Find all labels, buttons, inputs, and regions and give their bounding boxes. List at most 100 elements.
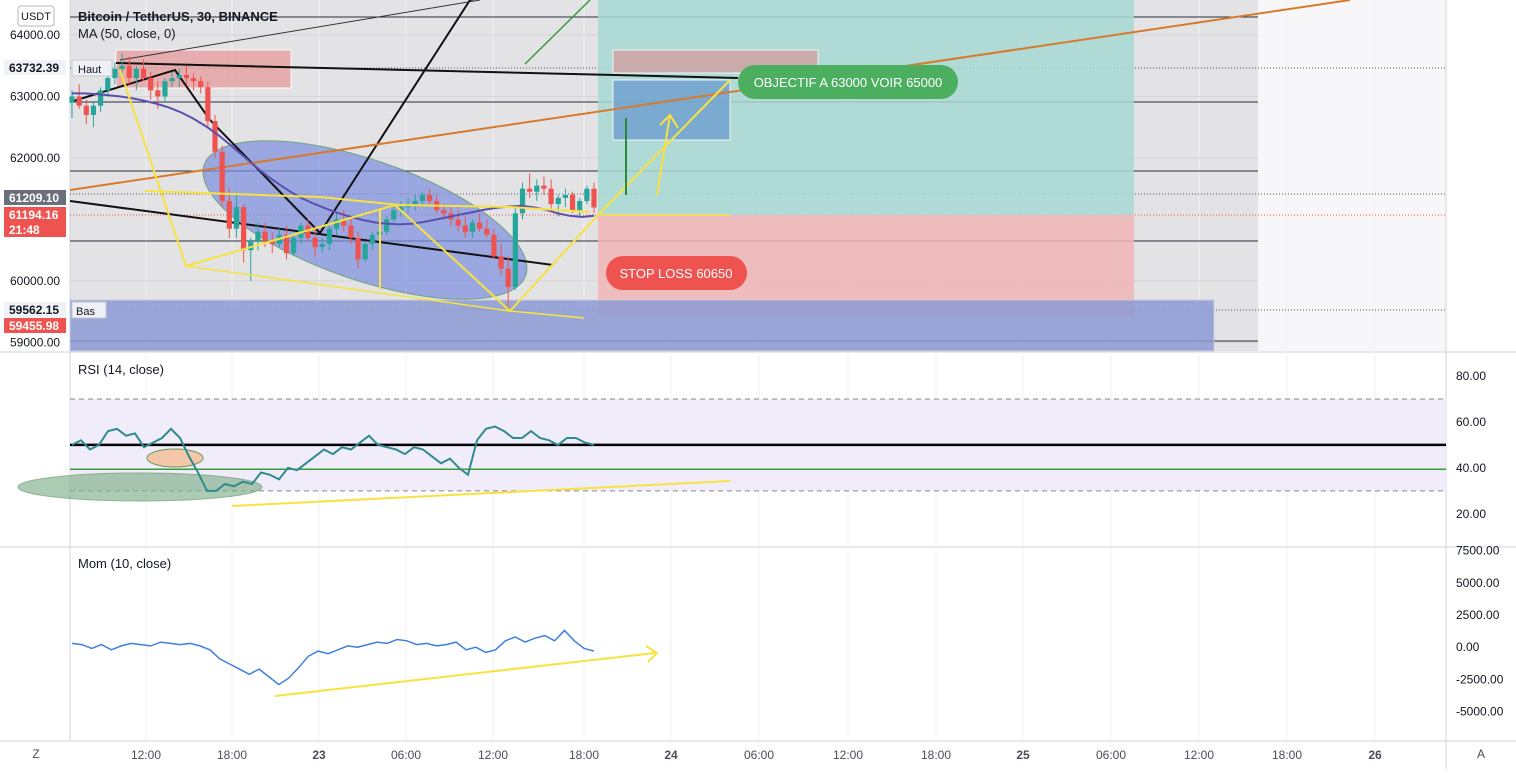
candle-body	[205, 87, 211, 122]
candle-body	[169, 78, 175, 82]
rsi-tick-label: 20.00	[1456, 507, 1486, 521]
candle-body	[312, 237, 318, 248]
target-callout-text: OBJECTIF A 63000 VOIR 65000	[754, 75, 943, 90]
candle-body	[534, 185, 540, 192]
candle-body	[469, 222, 476, 232]
time-tick-label: 24	[664, 748, 678, 762]
auto-scale-text: A	[1477, 747, 1485, 761]
green-line	[524, 0, 591, 65]
candle-body	[162, 81, 168, 97]
candle-body	[262, 231, 268, 241]
time-tick-label: 06:00	[391, 748, 421, 762]
candle-body	[412, 201, 418, 205]
candle-body	[269, 240, 275, 245]
candle-body	[226, 201, 232, 229]
candle-body	[484, 228, 490, 235]
stop-callout-text: STOP LOSS 60650	[620, 266, 733, 281]
low-price-badge: 59562.15	[4, 302, 66, 317]
rsi-legend: RSI (14, close)	[78, 362, 164, 377]
candle-body	[305, 225, 311, 238]
candle-body	[498, 256, 504, 269]
time-tick-label: 06:00	[744, 748, 774, 762]
mom-legend: Mom (10, close)	[78, 556, 171, 571]
rsi-tick-label: 40.00	[1456, 461, 1486, 475]
zoom-button-text: Z	[32, 747, 39, 761]
candle-body	[155, 90, 161, 97]
candle-body	[584, 188, 590, 202]
candle-body	[348, 225, 354, 238]
candle-body	[233, 207, 240, 229]
candle-body	[69, 96, 75, 103]
low2-price-badge-text: 59455.98	[9, 319, 59, 333]
currency-badge[interactable]: USDT	[17, 5, 55, 27]
low-price-badge-text: 59562.15	[9, 303, 59, 317]
candle-body	[190, 78, 197, 82]
candle-body	[241, 207, 247, 251]
high-label-text: Haut	[78, 64, 101, 76]
candle-body	[76, 96, 82, 106]
time-tick-label: 23	[312, 748, 326, 762]
countdown-badge-text: 21:48	[9, 223, 40, 237]
time-tick-label: 26	[1368, 748, 1382, 762]
time-tick-label: 06:00	[1096, 748, 1126, 762]
zoom-button-bg	[27, 745, 45, 763]
mom-trendline	[274, 652, 656, 697]
price-tick-label: 64000.00	[10, 28, 60, 42]
yellow-arrow-shaft	[656, 114, 671, 196]
high-price-badge-bg	[4, 60, 66, 75]
main-pane-right	[1258, 0, 1446, 351]
candle-body	[140, 68, 147, 79]
high-label: Haut	[71, 59, 113, 77]
candle-body	[291, 237, 297, 254]
current-price-badge-text: 61194.16	[9, 208, 59, 222]
candle-body	[548, 188, 554, 205]
candle-body	[462, 225, 468, 232]
lower-trendline	[69, 200, 554, 266]
candle-body	[98, 90, 104, 106]
candle-body	[148, 78, 154, 91]
price-tick-label: 59000.00	[10, 335, 60, 349]
candle-body	[112, 68, 118, 79]
time-tick-label: 12:00	[833, 748, 863, 762]
candle-body	[198, 81, 204, 88]
mom-tick-label: 7500.00	[1456, 544, 1500, 558]
symbol-title: Bitcoin / TetherUS, 30, BINANCE	[78, 9, 278, 24]
auto-scale-bg	[1472, 745, 1490, 763]
candle-body	[419, 194, 425, 202]
rsi-trendline	[231, 480, 731, 507]
auto-scale-button[interactable]: A	[1472, 745, 1490, 763]
price-tick-label: 60000.00	[10, 274, 60, 288]
candle-body	[126, 65, 132, 79]
candle-body	[562, 194, 568, 198]
zoom-button[interactable]: Z	[27, 745, 45, 763]
candle-body	[555, 197, 561, 205]
current-price-badge: 61194.16	[4, 207, 66, 222]
stop-callout: STOP LOSS 60650	[606, 256, 747, 290]
rsi-tick-label: 80.00	[1456, 369, 1486, 383]
price-tick-label: 63000.00	[10, 90, 60, 104]
countdown-badge: 21:48	[4, 222, 66, 237]
rsi-tick-label: 60.00	[1456, 415, 1486, 429]
high-label-bg	[71, 59, 113, 77]
mom-tick-label: 0.00	[1456, 640, 1480, 654]
time-tick-label: 18:00	[569, 748, 599, 762]
time-tick-label: 18:00	[1272, 748, 1302, 762]
yellow-base	[185, 265, 585, 319]
yellow-arrow-head	[659, 113, 679, 129]
candle-body	[219, 151, 225, 202]
mom-tick-label: -2500.00	[1456, 672, 1504, 686]
candle-body	[391, 210, 397, 220]
time-tick-label: 18:00	[217, 748, 247, 762]
mom-tick-label: 5000.00	[1456, 576, 1500, 590]
ma-legend: MA (50, close, 0)	[78, 26, 176, 41]
yellow-neckline	[144, 190, 591, 213]
candle-body	[398, 207, 404, 211]
candle-body	[319, 244, 325, 248]
candle-body	[362, 244, 368, 260]
candle-body	[248, 240, 254, 251]
mom-arrow-head	[645, 645, 659, 663]
target-blue-box	[612, 79, 731, 141]
yellow-wave	[119, 69, 731, 313]
